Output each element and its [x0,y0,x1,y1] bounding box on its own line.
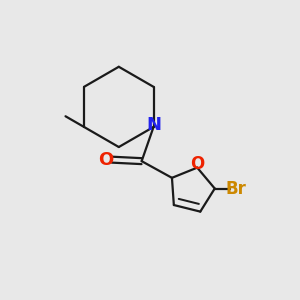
Text: O: O [190,155,204,173]
Text: N: N [146,116,161,134]
Text: O: O [98,151,113,169]
Text: Br: Br [225,179,246,197]
